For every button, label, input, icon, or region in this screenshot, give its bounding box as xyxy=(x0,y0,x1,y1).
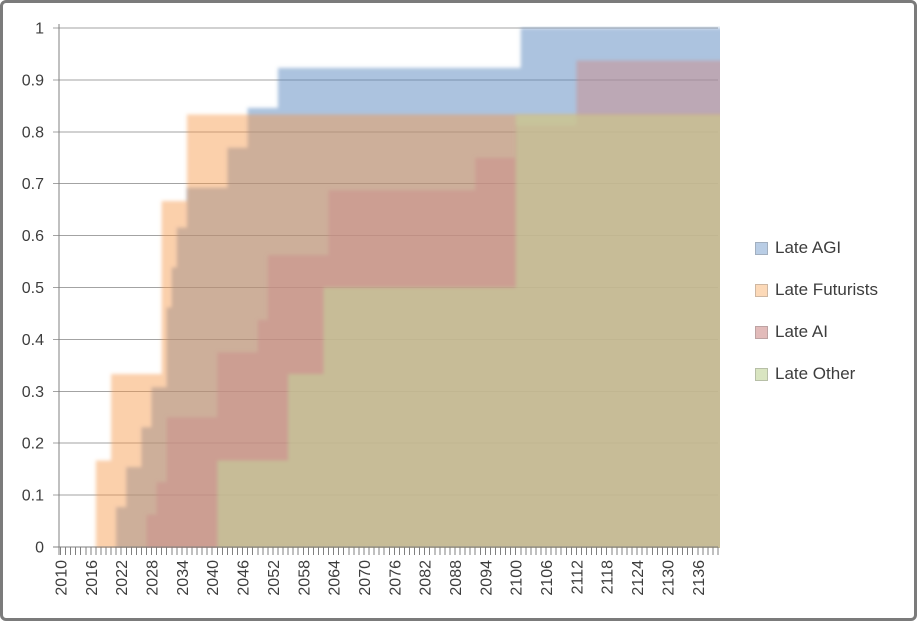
legend-swatch-late-ai xyxy=(755,325,768,339)
y-tick-label-0.9: 0.9 xyxy=(22,72,44,89)
x-tick-label-2094: 2094 xyxy=(478,560,495,596)
x-tick-label-2136: 2136 xyxy=(691,560,708,596)
y-tick-label-0: 0 xyxy=(35,540,44,557)
y-tick-label-0.8: 0.8 xyxy=(22,124,44,141)
y-tick-label-0.6: 0.6 xyxy=(22,228,44,245)
legend-swatch-late-other xyxy=(755,367,768,381)
x-tick-label-2082: 2082 xyxy=(418,560,435,596)
legend-item-late-futurists: Late Futurists xyxy=(755,280,878,299)
x-tick-label-2124: 2124 xyxy=(630,560,647,596)
x-tick-label-2064: 2064 xyxy=(327,560,344,596)
x-tick-label-2022: 2022 xyxy=(114,560,131,596)
x-tick-label-2016: 2016 xyxy=(84,560,101,596)
legend-item-late-other: Late Other xyxy=(755,364,878,383)
x-tick-label-2028: 2028 xyxy=(145,560,162,596)
plot-areas xyxy=(95,28,720,548)
area-late-other xyxy=(217,114,720,548)
legend-item-late-agi: Late AGI xyxy=(755,238,878,257)
legend-swatch-late-agi xyxy=(755,241,768,255)
x-tick-label-2040: 2040 xyxy=(205,560,222,596)
x-tick-label-2046: 2046 xyxy=(236,560,253,596)
legend-item-late-ai: Late AI xyxy=(755,322,878,341)
legend-label-late-futurists: Late Futurists xyxy=(775,280,878,299)
x-tick-label-2100: 2100 xyxy=(509,560,526,596)
x-tick-label-2052: 2052 xyxy=(266,560,283,596)
x-tick-label-2034: 2034 xyxy=(175,560,192,596)
legend-label-late-other: Late Other xyxy=(775,364,856,383)
y-tick-label-0.5: 0.5 xyxy=(22,280,44,297)
legend-label-late-ai: Late AI xyxy=(775,322,828,341)
x-tick-label-2076: 2076 xyxy=(387,560,404,596)
legend-swatch-late-futurists xyxy=(755,283,768,297)
y-tick-label-1: 1 xyxy=(35,21,44,38)
y-tick-label-0.4: 0.4 xyxy=(22,332,44,349)
y-tick-label-0.1: 0.1 xyxy=(22,488,44,505)
x-tick-label-2058: 2058 xyxy=(296,560,313,596)
x-minor-ticks xyxy=(60,547,719,555)
legend: Late AGI Late Futurists Late AI Late Oth… xyxy=(755,238,878,383)
x-tick-label-2112: 2112 xyxy=(569,560,586,595)
x-tick-label-2070: 2070 xyxy=(357,560,374,596)
y-tick-label-0.7: 0.7 xyxy=(22,176,44,193)
x-tick-label-2106: 2106 xyxy=(539,560,556,596)
y-tick-label-0.3: 0.3 xyxy=(22,384,44,401)
y-tick-label-0.2: 0.2 xyxy=(22,436,44,453)
legend-label-late-agi: Late AGI xyxy=(775,238,842,257)
x-tick-label-2010: 2010 xyxy=(54,560,71,596)
x-tick-label-2130: 2130 xyxy=(660,560,677,596)
x-tick-label-2118: 2118 xyxy=(600,560,617,595)
x-tick-label-2088: 2088 xyxy=(448,560,465,596)
